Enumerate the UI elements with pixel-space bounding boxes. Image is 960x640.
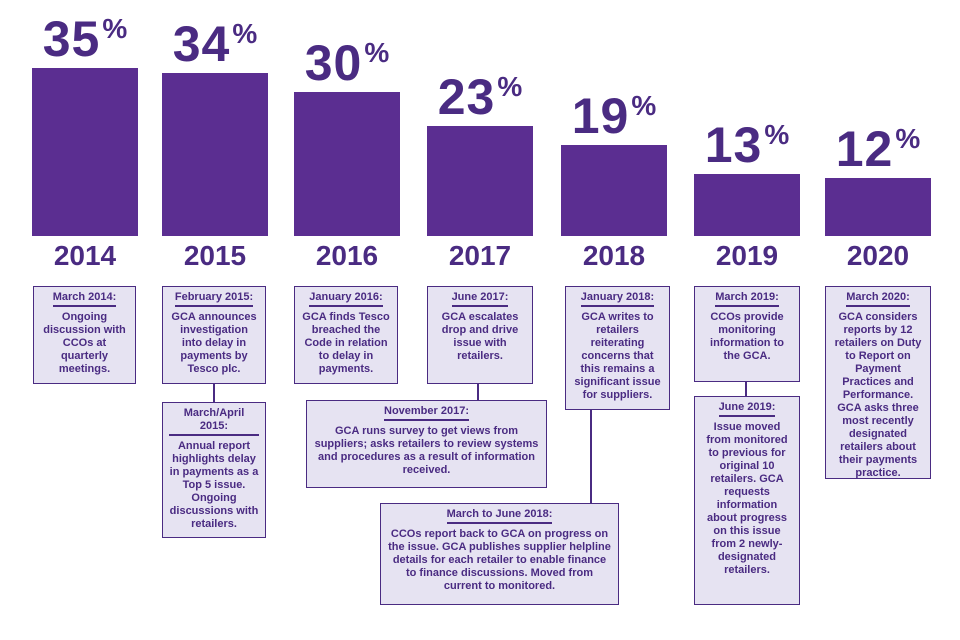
- value-number: 13: [704, 116, 763, 173]
- value-number: 30: [304, 35, 363, 91]
- percent-sign: %: [364, 37, 390, 68]
- bar-2020: [825, 178, 931, 236]
- timeline-box-2015-march-april: March/April 2015: Annual report highligh…: [162, 402, 266, 538]
- timeline-box-2017-june: June 2017: GCA escalates drop and drive …: [427, 286, 533, 384]
- timeline-text: GCA runs survey to get views from suppli…: [314, 425, 539, 476]
- value-label-2019: 13%: [682, 116, 812, 174]
- value-number: 12: [835, 121, 894, 178]
- connector-2015: [213, 384, 215, 402]
- timeline-text: GCA announces investigation into delay i…: [171, 311, 257, 375]
- value-number: 34: [172, 15, 231, 72]
- timeline-text: GCA writes to retailers reiterating conc…: [574, 311, 661, 401]
- year-label-2017: 2017: [448, 240, 512, 271]
- timeline-box-2015-february: February 2015: GCA announces investigati…: [162, 286, 266, 384]
- value-number: 23: [437, 68, 496, 125]
- percent-sign: %: [895, 123, 921, 155]
- value-label-2016: 30%: [282, 34, 412, 92]
- timeline-text: CCOs report back to GCA on progress on t…: [388, 528, 611, 592]
- connector-2018: [590, 410, 592, 503]
- timeline-date: January 2016:: [309, 291, 383, 307]
- value-number: 35: [42, 11, 101, 67]
- timeline-box-2014: March 2014: Ongoing discussion with CCOs…: [33, 286, 136, 384]
- timeline-text: Annual report highlights delay in paymen…: [169, 440, 259, 530]
- timeline-text: Issue moved from monitored to previous f…: [706, 421, 788, 576]
- timeline-box-2016: January 2016: GCA finds Tesco breached t…: [294, 286, 398, 384]
- year-label-2015: 2015: [183, 240, 247, 271]
- timeline-box-2018-march-june: March to June 2018: CCOs report back to …: [380, 503, 619, 605]
- year-label-2014: 2014: [53, 240, 117, 271]
- value-label-2015: 34%: [150, 15, 280, 73]
- percent-sign: %: [102, 13, 128, 44]
- percent-sign: %: [631, 89, 657, 121]
- timeline-date: February 2015:: [174, 291, 254, 307]
- timeline-text: CCOs provide monitoring information to t…: [710, 311, 784, 362]
- year-label-2019: 2019: [715, 240, 779, 271]
- timeline-text: Ongoing discussion with CCOs at quarterl…: [43, 311, 126, 375]
- value-label-2014: 35%: [20, 10, 150, 68]
- timeline-box-2019-june: June 2019: Issue moved from monitored to…: [694, 396, 800, 605]
- timeline-box-2020: March 2020: GCA considers reports by 12 …: [825, 286, 931, 479]
- bar-2018: [561, 144, 667, 236]
- timeline-date: June 2017:: [451, 291, 509, 307]
- year-label-2020: 2020: [846, 240, 910, 271]
- timeline-text: GCA finds Tesco breached the Code in rel…: [302, 311, 390, 375]
- timeline-date: November 2017:: [384, 405, 469, 421]
- value-label-2018: 19%: [549, 87, 679, 145]
- percent-sign: %: [232, 17, 258, 49]
- timeline-box-2017-november: November 2017: GCA runs survey to get vi…: [306, 400, 547, 488]
- value-label-2020: 12%: [813, 120, 943, 178]
- connector-2019: [745, 382, 747, 396]
- timeline-box-2019-march: March 2019: CCOs provide monitoring info…: [694, 286, 800, 382]
- timeline-date: June 2019:: [718, 401, 776, 417]
- value-label-2017: 23%: [415, 68, 545, 126]
- timeline-date: March to June 2018:: [446, 508, 553, 524]
- bar-2019: [694, 173, 800, 236]
- timeline-date: March 2019:: [715, 291, 779, 307]
- timeline-box-2018-january: January 2018: GCA writes to retailers re…: [565, 286, 670, 410]
- bar-2014: [32, 68, 138, 236]
- timeline-date: January 2018:: [580, 291, 655, 307]
- percent-sign: %: [497, 70, 523, 102]
- value-number: 19: [571, 87, 630, 144]
- bar-2016: [294, 92, 400, 236]
- timeline-text: GCA considers reports by 12 retailers on…: [834, 311, 922, 479]
- bar-2015: [162, 72, 268, 236]
- connector-2017: [477, 384, 479, 400]
- bar-2017: [427, 125, 533, 236]
- timeline-date: March/April 2015:: [169, 407, 259, 436]
- year-label-2018: 2018: [582, 240, 646, 271]
- timeline-text: GCA escalates drop and drive issue with …: [441, 311, 519, 362]
- percent-sign: %: [764, 118, 790, 150]
- timeline-date: March 2014:: [52, 291, 117, 307]
- timeline-date: March 2020:: [846, 291, 910, 307]
- year-label-2016: 2016: [315, 240, 379, 271]
